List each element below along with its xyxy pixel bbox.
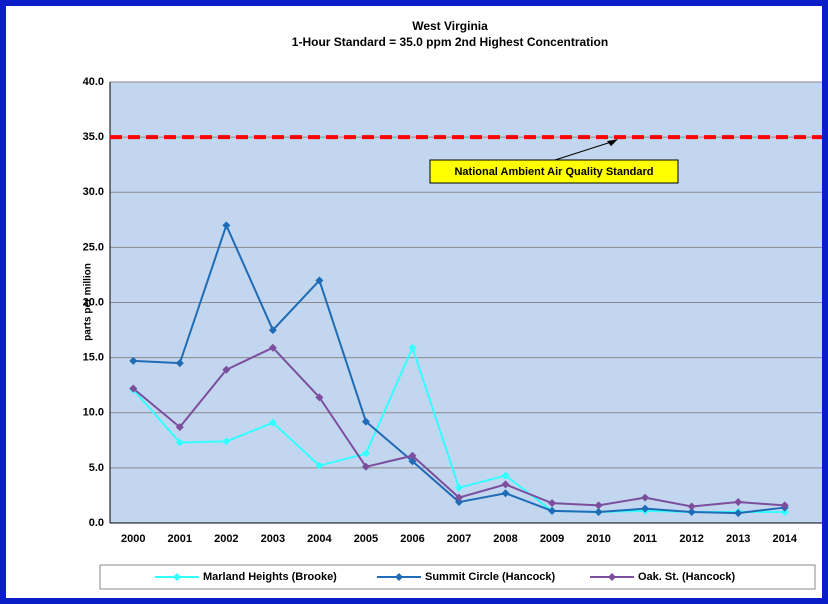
chart-subtitle: 1-Hour Standard = 35.0 ppm 2nd Highest C… xyxy=(292,35,608,49)
marker xyxy=(641,504,650,513)
marker xyxy=(175,423,184,432)
marker xyxy=(501,480,510,489)
legend-marker xyxy=(395,573,403,581)
legend xyxy=(99,564,816,590)
marker xyxy=(548,499,557,508)
marker xyxy=(780,501,789,510)
x-tick-label: 2002 xyxy=(214,533,238,545)
annotation: National Ambient Air Quality Standard xyxy=(454,166,653,178)
marker xyxy=(222,221,231,230)
marker xyxy=(222,437,231,446)
marker xyxy=(408,457,417,466)
x-tick-label: 2013 xyxy=(726,533,750,545)
marker xyxy=(455,483,463,492)
marker xyxy=(548,506,557,515)
legend-marker xyxy=(173,573,181,581)
marker xyxy=(501,489,510,498)
marker xyxy=(734,509,743,518)
marker xyxy=(315,276,324,285)
marker xyxy=(315,393,324,402)
marker xyxy=(408,343,417,352)
y-tick-label: 0.0 xyxy=(89,517,104,529)
marker xyxy=(222,365,231,374)
annotation-box xyxy=(429,159,679,184)
x-tick-label: 2010 xyxy=(586,533,610,545)
marker xyxy=(687,502,696,511)
y-tick-label: 20.0 xyxy=(83,296,104,308)
x-tick-label: 2003 xyxy=(261,533,285,545)
x-tick-label: 2008 xyxy=(493,533,517,545)
y-tick-label: 30.0 xyxy=(83,186,104,198)
marker xyxy=(315,461,324,470)
marker xyxy=(129,384,138,393)
arrow-head xyxy=(607,139,618,147)
marker xyxy=(734,498,743,507)
marker xyxy=(455,498,463,507)
x-tick-label: 2012 xyxy=(679,533,703,545)
y-tick-label: 15.0 xyxy=(83,352,104,364)
marker xyxy=(268,326,277,335)
x-tick-label: 2007 xyxy=(447,533,471,545)
chart-title: West Virginia xyxy=(412,19,488,33)
y-tick-label: 40.0 xyxy=(83,76,104,88)
x-tick-label: 2000 xyxy=(121,533,145,545)
marker xyxy=(268,418,277,427)
marker xyxy=(129,356,138,365)
marker xyxy=(408,451,417,460)
x-tick-label: 2004 xyxy=(307,533,332,545)
marker xyxy=(361,449,370,458)
marker xyxy=(268,343,277,352)
marker xyxy=(780,507,789,516)
marker xyxy=(501,471,510,480)
marker xyxy=(687,507,696,516)
marker xyxy=(594,507,603,516)
x-tick-label: 2009 xyxy=(540,533,564,545)
marker xyxy=(594,501,603,510)
x-tick-label: 2014 xyxy=(772,533,797,545)
annotation-arrow xyxy=(554,140,615,161)
marker xyxy=(455,493,463,502)
y-tick-label: 5.0 xyxy=(89,462,104,474)
x-tick-label: 2011 xyxy=(633,533,657,545)
marker xyxy=(641,493,650,502)
legend-label: Marland Heights (Brooke) xyxy=(203,571,337,583)
legend-label: Summit Circle (Hancock) xyxy=(425,571,556,583)
legend-label: Oak. St. (Hancock) xyxy=(638,571,736,583)
marker xyxy=(361,417,370,426)
x-tick-label: 2001 xyxy=(168,533,192,545)
x-tick-label: 2005 xyxy=(354,533,378,545)
marker xyxy=(175,359,184,368)
x-tick-label: 2006 xyxy=(400,533,424,545)
marker xyxy=(175,438,184,447)
y-axis-label: parts per million xyxy=(83,263,94,341)
y-tick-label: 35.0 xyxy=(83,131,104,143)
y-tick-label: 10.0 xyxy=(83,407,104,419)
legend-marker xyxy=(608,573,616,581)
marker xyxy=(361,462,370,471)
y-tick-label: 25.0 xyxy=(83,241,104,253)
